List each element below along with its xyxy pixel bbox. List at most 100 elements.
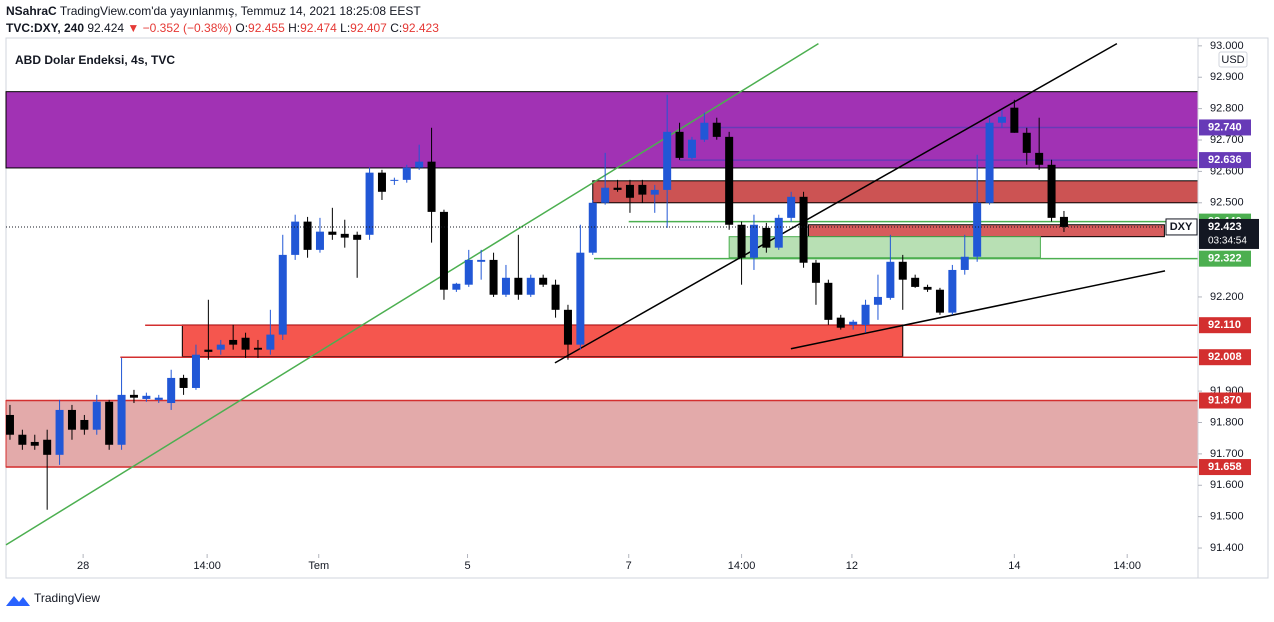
candle-body xyxy=(253,347,262,350)
x-tick-label: 14:00 xyxy=(728,560,756,572)
candle-body xyxy=(861,304,870,325)
candle-body xyxy=(117,394,126,445)
y-tick-label: 93.000 xyxy=(1210,40,1244,52)
level-badge xyxy=(1199,392,1251,409)
candle-body xyxy=(5,414,14,435)
logo-icon xyxy=(6,596,30,606)
candle-body xyxy=(142,395,151,399)
y-tick-label: 92.600 xyxy=(1210,165,1244,177)
candle-body xyxy=(886,261,895,298)
last: 92.424 xyxy=(87,21,124,35)
candle-body xyxy=(439,211,448,290)
x-tick-label: 14:00 xyxy=(1113,560,1141,572)
level-label: 92.740 xyxy=(1208,121,1242,133)
chart-title: ABD Dolar Endeksi, 4s, TVC xyxy=(15,53,175,67)
x-tick-label: 28 xyxy=(77,560,89,572)
candle-body xyxy=(80,419,89,430)
candle-body xyxy=(315,231,324,250)
zone xyxy=(592,180,1199,204)
author: NSahraC xyxy=(6,4,57,18)
y-tick-label: 91.400 xyxy=(1210,542,1244,554)
candle-body xyxy=(30,441,39,446)
candle-body xyxy=(514,277,523,295)
trend-line xyxy=(554,42,1118,364)
x-tick-label: 14:00 xyxy=(193,560,221,572)
candle-body xyxy=(1010,107,1019,133)
candle-body xyxy=(402,167,411,180)
candle-body xyxy=(973,202,982,257)
o-value: 92.455 xyxy=(248,21,285,35)
candle-body xyxy=(687,139,696,158)
level-badge xyxy=(1199,152,1251,169)
candle-body xyxy=(774,217,783,248)
candle-body xyxy=(849,321,858,325)
published: TradingView.com'da yayınlanmış, Temmuz 1… xyxy=(60,4,422,18)
c-label: C: xyxy=(390,21,402,35)
level-badge xyxy=(1199,317,1251,334)
zone xyxy=(181,324,904,358)
candle-body xyxy=(477,259,486,262)
candle-body xyxy=(898,261,907,280)
candle-body xyxy=(204,349,213,352)
trend-line xyxy=(790,270,1166,350)
level-badge xyxy=(1199,349,1251,366)
candle-body xyxy=(638,184,647,195)
candle-body xyxy=(390,179,399,181)
candle-body xyxy=(229,339,238,345)
candle-body xyxy=(650,189,659,195)
currency: USD xyxy=(1221,54,1244,66)
candle-body xyxy=(154,397,163,400)
level-label: 92.008 xyxy=(1208,351,1242,363)
candle-body xyxy=(340,233,349,238)
candle-body xyxy=(799,196,808,263)
candle-body xyxy=(216,344,225,350)
candle-body xyxy=(278,254,287,335)
level-label: 92.110 xyxy=(1208,319,1241,331)
candle-body xyxy=(663,131,672,190)
candle-body xyxy=(960,256,969,270)
trend-line xyxy=(5,43,819,546)
candle-body xyxy=(811,262,820,283)
candle-body xyxy=(824,282,833,320)
candle-body xyxy=(613,187,622,190)
candle-body xyxy=(1022,132,1031,153)
candle-body xyxy=(328,231,337,235)
symbol: TVC:DXY, 240 xyxy=(6,21,84,35)
candle-body xyxy=(539,277,548,285)
candle-body xyxy=(365,172,374,235)
candle-body xyxy=(377,172,386,192)
candle-body xyxy=(1059,216,1068,227)
y-tick-label: 92.200 xyxy=(1210,291,1244,303)
candle-body xyxy=(167,377,176,404)
candle-body xyxy=(551,284,560,310)
candle-body xyxy=(675,131,684,158)
candle-body xyxy=(1035,152,1044,165)
candle-body xyxy=(985,122,994,203)
candle-body xyxy=(749,224,758,258)
candle-body xyxy=(291,221,300,255)
level-badge xyxy=(1199,250,1251,267)
candle-body xyxy=(489,259,498,295)
zone xyxy=(5,91,1199,169)
symbol-badge xyxy=(1165,218,1198,236)
candle-body xyxy=(427,161,436,212)
y-tick-label: 91.800 xyxy=(1210,416,1244,428)
level-label: 92.322 xyxy=(1208,253,1242,265)
candle-body xyxy=(935,289,944,313)
last-price-badge xyxy=(1199,218,1259,249)
footer-brand: TradingView xyxy=(34,591,100,605)
candle-body xyxy=(1047,164,1056,218)
candle-body xyxy=(526,277,535,295)
y-tick-label: 92.500 xyxy=(1210,197,1244,209)
candle-body xyxy=(18,434,27,445)
candle-body xyxy=(997,116,1006,123)
y-tick-label: 91.700 xyxy=(1210,448,1244,460)
last-price-label: 92.423 xyxy=(1208,221,1242,233)
candle-body xyxy=(762,227,771,248)
candle-body xyxy=(501,277,510,295)
tradingview-logo: TradingView xyxy=(6,591,100,606)
candle-body xyxy=(303,221,312,250)
candle-body xyxy=(464,259,473,285)
